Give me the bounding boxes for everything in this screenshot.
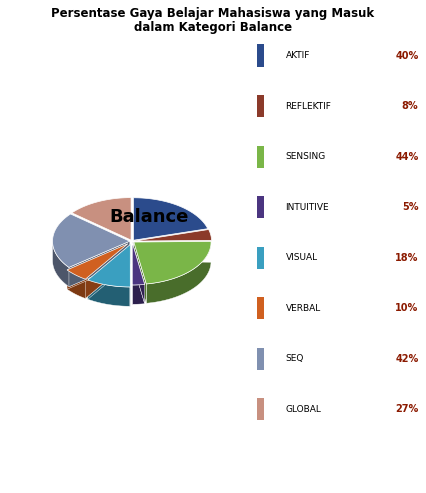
Polygon shape (132, 243, 145, 304)
Polygon shape (132, 243, 145, 285)
Bar (257, 246, 264, 269)
Bar (257, 196, 264, 218)
Polygon shape (133, 198, 208, 240)
Polygon shape (134, 242, 211, 303)
Polygon shape (67, 244, 128, 279)
Text: Balance: Balance (109, 208, 188, 226)
Text: 42%: 42% (395, 354, 418, 364)
Polygon shape (132, 243, 145, 304)
Bar (257, 297, 264, 319)
Text: SEQ: SEQ (285, 354, 304, 363)
Text: VERBAL: VERBAL (285, 304, 321, 313)
Polygon shape (67, 244, 128, 298)
Text: REFLEKTIF: REFLEKTIF (285, 102, 331, 110)
Polygon shape (134, 242, 211, 284)
Polygon shape (69, 241, 130, 287)
Bar (257, 44, 264, 67)
Text: VISUAL: VISUAL (285, 253, 318, 262)
Text: Persentase Gaya Belajar Mahasiswa yang Masuk: Persentase Gaya Belajar Mahasiswa yang M… (52, 7, 374, 20)
Polygon shape (52, 214, 130, 267)
Polygon shape (67, 244, 128, 289)
Polygon shape (85, 244, 128, 298)
Polygon shape (88, 245, 130, 299)
Polygon shape (88, 245, 130, 287)
Text: 40%: 40% (395, 51, 418, 61)
Bar (257, 348, 264, 370)
Polygon shape (134, 230, 212, 241)
Text: 5%: 5% (402, 202, 418, 212)
Text: 18%: 18% (395, 253, 418, 263)
Bar (257, 145, 264, 168)
Polygon shape (72, 198, 131, 240)
Text: 27%: 27% (395, 404, 418, 414)
Text: 10%: 10% (395, 303, 418, 313)
Bar (257, 95, 264, 117)
Polygon shape (88, 245, 130, 306)
Text: 44%: 44% (395, 152, 418, 162)
Text: SENSING: SENSING (285, 152, 326, 161)
Polygon shape (134, 242, 146, 303)
Text: AKTIF: AKTIF (285, 51, 310, 60)
Text: GLOBAL: GLOBAL (285, 405, 321, 414)
Text: 8%: 8% (402, 101, 418, 111)
Polygon shape (52, 241, 130, 287)
Text: INTUITIVE: INTUITIVE (285, 203, 329, 211)
Text: dalam Kategori Balance: dalam Kategori Balance (134, 21, 292, 34)
Bar (257, 398, 264, 421)
